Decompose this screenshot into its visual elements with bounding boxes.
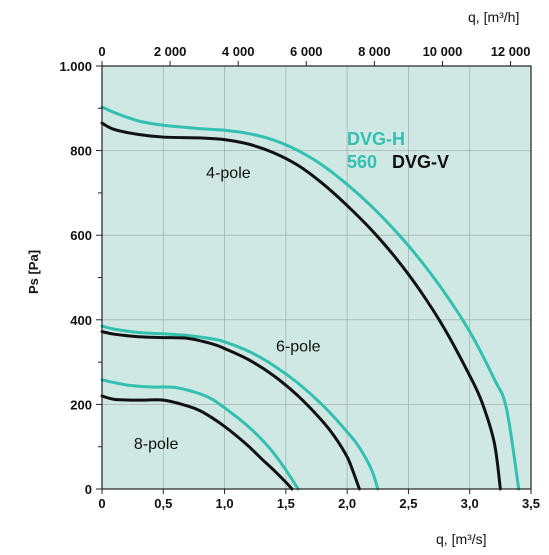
x2-tick-label: 6 000 [290, 44, 323, 59]
x-tick-label: 2,0 [338, 496, 356, 511]
x2-tick-label: 4 000 [222, 44, 255, 59]
x2-tick-label: 2 000 [154, 44, 187, 59]
series-line-4-pole-dvg-h [100, 105, 521, 491]
y-tick-label: 1.000 [59, 59, 92, 74]
series-layer [100, 105, 521, 491]
ticks: 0 0,5 1,0 1,5 2,0 2,5 3,0 3,5 0 200 400 600 800 1.000… [59, 44, 540, 511]
series-line-4-pole-dvg-v [100, 121, 502, 491]
x-tick-label: 3,0 [461, 496, 479, 511]
x-tick-label: 1,0 [216, 496, 234, 511]
curve-label-4-pole: 4-pole [206, 165, 251, 182]
x-tick-label: 0,5 [154, 496, 172, 511]
x-tick-label: 2,5 [399, 496, 417, 511]
y-axis-label: Ps [Pa] [26, 250, 41, 294]
y-tick-label: 400 [70, 313, 92, 328]
x-tick-label: 1,5 [277, 496, 295, 511]
x-tick-label: 0 [98, 496, 105, 511]
y-tick-label: 800 [70, 144, 92, 159]
x2-tick-label: 12 000 [491, 44, 531, 59]
y-tick-label: 0 [85, 482, 92, 497]
plot-area [102, 66, 531, 489]
model-label-size: 560 [347, 152, 377, 172]
curve-label-6-pole: 6-pole [276, 339, 321, 356]
model-label-dvg-v: DVG-V [392, 152, 449, 172]
x2-axis-label: q, [m³/h] [468, 9, 519, 25]
x2-tick-label: 10 000 [423, 44, 463, 59]
x2-tick-label: 0 [98, 44, 105, 59]
series-line-6-pole-dvg-h [100, 324, 380, 491]
curve-label-8-pole: 8-pole [134, 436, 179, 453]
y-tick-label: 200 [70, 397, 92, 412]
x-axis-label: q, [m³/s] [436, 531, 487, 547]
grid [102, 66, 531, 489]
series-line-6-pole-dvg-v [100, 330, 361, 491]
y-tick-label: 600 [70, 228, 92, 243]
model-label-dvg-h: DVG-H [347, 129, 405, 149]
series-line-8-pole-dvg-h [100, 378, 300, 491]
curve-labels: 4-pole 6-pole 8-pole [134, 165, 321, 453]
x2-tick-label: 8 000 [358, 44, 391, 59]
x-tick-label: 3,5 [522, 496, 540, 511]
series-line-8-pole-dvg-v [100, 394, 294, 491]
